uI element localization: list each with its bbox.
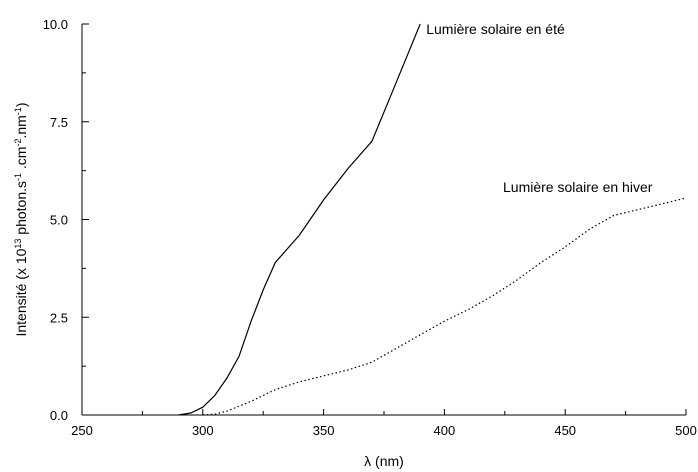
y-axis-label: Intensité (x 1013 photon.s-1 .cm-2.nm-1) xyxy=(13,102,29,336)
y-label-text: ) xyxy=(13,102,29,107)
series-label-ete: Lumière solaire en été xyxy=(426,21,565,37)
y-tick-label: 10.0 xyxy=(43,17,68,32)
series-line-hiver xyxy=(202,197,687,416)
y-label-superscript: 13 xyxy=(13,239,23,249)
x-tick-label: 350 xyxy=(313,423,335,438)
series-group xyxy=(178,23,687,416)
y-label-superscript: -1 xyxy=(13,107,23,115)
x-tick-label: 300 xyxy=(192,423,214,438)
y-label-text: .nm xyxy=(13,115,29,138)
y-tick-label: 5.0 xyxy=(50,213,68,228)
x-axis-label: λ (nm) xyxy=(364,453,404,469)
y-label-superscript: -2 xyxy=(13,138,23,146)
axes xyxy=(81,24,686,416)
y-tick-label: 2.5 xyxy=(50,310,68,325)
series-line-ete xyxy=(178,23,421,416)
x-ticks: 250 300 350 400 450 500 xyxy=(71,409,697,438)
x-tick-label: 400 xyxy=(434,423,456,438)
x-tick-label: 500 xyxy=(675,423,697,438)
y-label-text: photon.s xyxy=(13,181,29,239)
x-tick-label: 450 xyxy=(554,423,576,438)
y-label-text: Intensité (x 10 xyxy=(13,248,29,336)
x-tick-label: 250 xyxy=(71,423,93,438)
y-tick-label: 7.5 xyxy=(50,115,68,130)
y-ticks: 0.0 2.5 5.0 7.5 10.0 xyxy=(43,17,89,423)
y-label-superscript: -1 xyxy=(13,173,23,181)
series-label-hiver: Lumière solaire en hiver xyxy=(503,179,653,195)
y-label-text: .cm xyxy=(13,147,29,173)
y-tick-label: 0.0 xyxy=(50,408,68,423)
